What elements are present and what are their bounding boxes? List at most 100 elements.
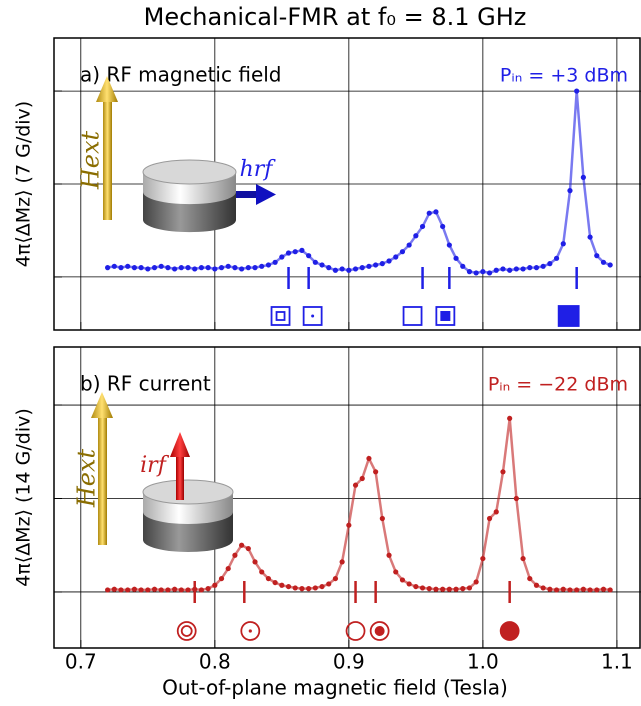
title: Mechanical-FMR at f₀ = 8.1 GHz (144, 3, 527, 31)
data-point (259, 569, 265, 575)
data-point (580, 586, 586, 592)
data-point (560, 241, 566, 247)
data-point (453, 586, 459, 592)
data-point (440, 223, 446, 230)
data-point (265, 262, 272, 268)
data-point (466, 585, 473, 591)
data-point (393, 569, 399, 575)
data-point (212, 582, 218, 588)
data-point (607, 262, 613, 268)
data-point (473, 579, 479, 585)
symbol-inner (275, 311, 286, 321)
data-point (339, 559, 345, 565)
data-point (533, 582, 540, 588)
symbol-inner (440, 311, 451, 321)
data-point (225, 565, 231, 572)
data-point (486, 515, 493, 522)
data-point (486, 270, 493, 276)
data-point (594, 253, 600, 259)
data-point (560, 586, 566, 592)
symbol-dot (311, 314, 315, 318)
symbol-outer (176, 621, 197, 641)
data-point (111, 263, 117, 269)
mode-symbol (302, 306, 323, 326)
data-point (446, 586, 452, 592)
data-point (493, 509, 499, 515)
data-point (540, 585, 546, 591)
data-point (600, 259, 607, 265)
data-point (332, 267, 339, 273)
data-point (232, 265, 238, 271)
series-line (107, 418, 611, 592)
symbol-outer (557, 305, 580, 327)
data-point (319, 262, 325, 268)
data-point (393, 254, 399, 260)
data-point (252, 265, 258, 271)
data-point (527, 265, 533, 271)
data-point (493, 267, 499, 273)
data-point (399, 577, 406, 583)
data-point (607, 587, 613, 593)
data-point (326, 265, 332, 271)
data-point (145, 266, 151, 272)
mode-symbol (270, 306, 291, 326)
data-point (151, 586, 158, 592)
data-point (339, 266, 345, 272)
data-point (352, 482, 359, 488)
y-axis-label: 4π⟨ΔMz⟩ (14 G/div) (13, 408, 35, 587)
symbol-outer (302, 306, 323, 326)
data-point (292, 249, 298, 255)
data-point (205, 265, 211, 271)
symbol-outer (499, 621, 520, 641)
data-point (172, 266, 178, 272)
panel-label: b) RF current (80, 372, 211, 396)
data-point (172, 586, 178, 592)
data-point (239, 266, 245, 272)
data-point (587, 234, 593, 240)
data-point (131, 586, 138, 592)
symbol-outer (369, 621, 390, 641)
mode-symbol (435, 306, 456, 326)
symbol-outer (345, 621, 366, 641)
data-point (359, 265, 365, 271)
data-point (105, 587, 111, 593)
data-point (131, 265, 138, 271)
data-point (265, 575, 272, 582)
data-point (185, 265, 191, 271)
data-point (285, 250, 292, 256)
data-point (453, 255, 459, 261)
plot-frame (53, 346, 641, 649)
data-point (125, 263, 131, 269)
data-point (125, 587, 131, 593)
data-point (379, 515, 385, 522)
data-point (587, 587, 593, 593)
data-point (218, 265, 225, 271)
data-point (138, 587, 144, 593)
data-point (252, 559, 258, 565)
data-point (259, 263, 265, 269)
data-point (299, 247, 305, 253)
data-point (446, 242, 452, 248)
x-tick-label: 1.1 (601, 650, 633, 674)
y-axis-label: 4π⟨ΔMz⟩ (7 G/div) (13, 101, 35, 267)
data-point (553, 587, 560, 593)
data-point (373, 262, 379, 268)
data-point (352, 266, 359, 272)
data-point (527, 575, 533, 582)
data-point (285, 583, 292, 590)
illustration-a (96, 76, 276, 233)
symbol-inner (374, 626, 385, 636)
data-point (547, 261, 553, 267)
panel-label: a) RF magnetic field (80, 63, 282, 87)
x-tick-label: 0.8 (199, 650, 231, 674)
data-point (366, 455, 372, 462)
data-point (580, 174, 586, 180)
power-label: Pᵢₙ = +3 dBm (500, 65, 628, 87)
data-point (279, 582, 285, 588)
data-point (359, 475, 365, 482)
data-point (111, 586, 117, 592)
data-point (366, 263, 372, 269)
mode-symbol (369, 621, 390, 641)
data-point (118, 587, 124, 593)
data-point (379, 261, 385, 267)
